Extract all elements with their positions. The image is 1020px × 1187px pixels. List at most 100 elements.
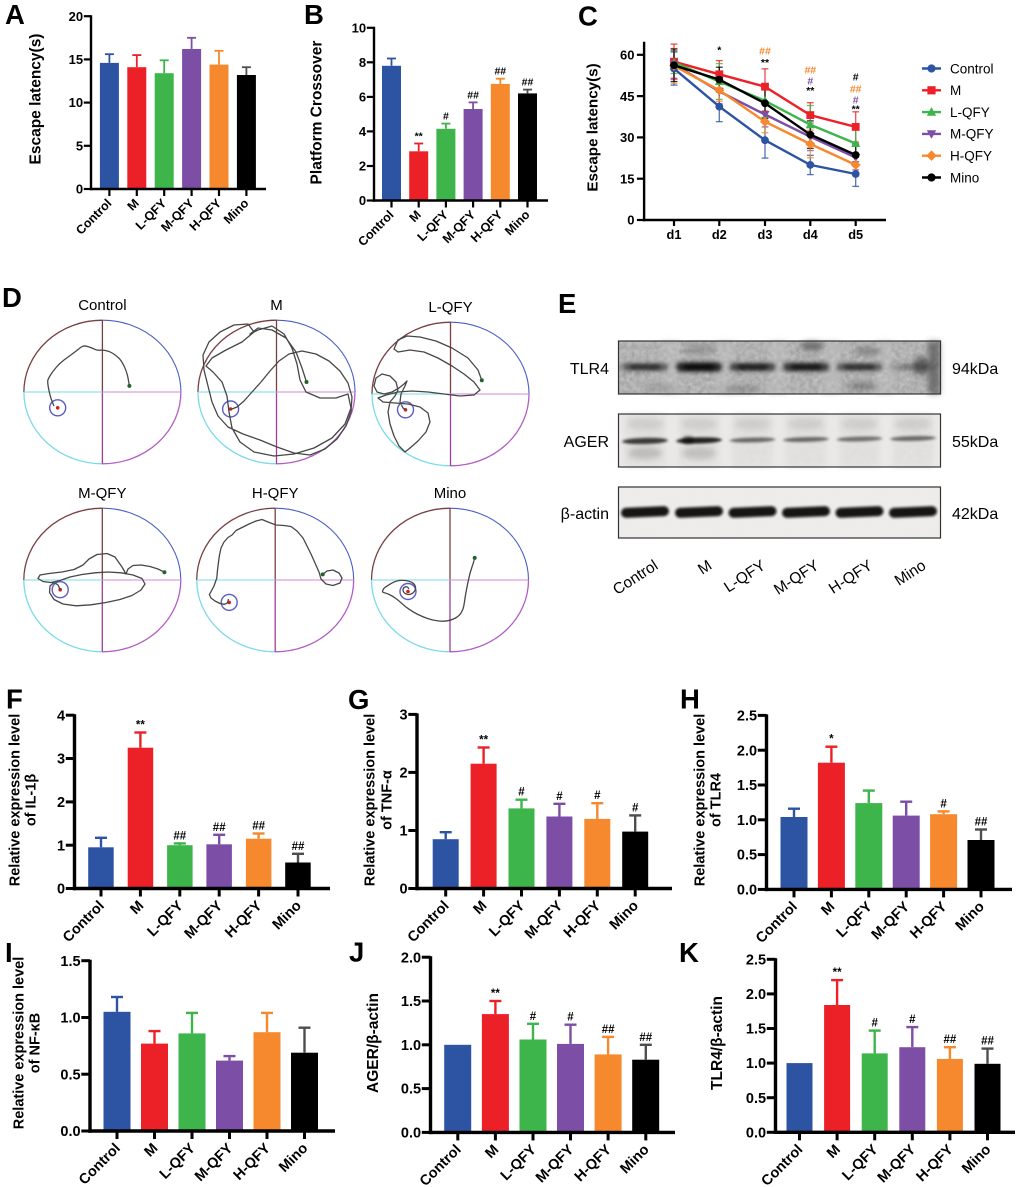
svg-text:of IL-1β: of IL-1β [24,774,40,826]
svg-text:Relative expression level: Relative expression level [363,714,379,887]
svg-text:##: ## [602,1024,615,1036]
svg-text:4: 4 [57,708,65,724]
svg-text:**: ** [136,720,145,732]
svg-text:#: # [530,1011,537,1023]
svg-text:d3: d3 [758,227,773,242]
svg-text:##: ## [804,65,816,77]
svg-text:42kDa: 42kDa [952,506,998,523]
svg-text:0.5: 0.5 [746,1091,766,1107]
svg-text:M-QFY: M-QFY [78,485,126,502]
svg-text:H-QFY: H-QFY [950,149,992,164]
svg-text:Relative expression level: Relative expression level [12,957,28,1130]
svg-text:2: 2 [57,795,65,811]
svg-text:##: ## [213,822,226,834]
svg-text:1.0: 1.0 [746,1056,766,1072]
svg-text:#: # [853,72,859,84]
svg-text:##: ## [467,89,479,101]
svg-text:Control: Control [950,61,994,76]
svg-text:0: 0 [57,882,65,898]
svg-text:2: 2 [359,159,366,174]
svg-text:1.0: 1.0 [401,1038,421,1054]
svg-text:3: 3 [57,752,65,768]
svg-text:0.0: 0.0 [737,883,757,899]
svg-text:##: ## [522,77,534,89]
svg-text:#: # [518,787,525,799]
svg-text:#: # [909,1014,916,1026]
svg-text:1: 1 [57,838,65,854]
svg-text:#: # [853,95,859,107]
svg-text:##: ## [850,84,862,96]
svg-text:#: # [443,111,449,123]
svg-text:H: H [680,684,700,715]
svg-text:15: 15 [620,171,634,186]
svg-text:##: ## [292,841,305,853]
svg-text:0: 0 [76,182,83,197]
svg-text:#: # [871,1018,878,1030]
svg-text:##: ## [494,66,506,78]
svg-text:**: ** [415,131,424,143]
svg-text:d4: d4 [803,227,819,242]
svg-text:*: * [829,734,834,746]
svg-text:0: 0 [400,882,408,898]
svg-text:0.0: 0.0 [746,1125,766,1141]
svg-text:20: 20 [69,9,83,24]
svg-text:#: # [594,790,601,802]
svg-text:TLR4: TLR4 [570,361,609,378]
svg-text:#: # [632,802,639,814]
svg-text:**: ** [806,85,815,97]
svg-text:10: 10 [69,95,83,110]
svg-text:#: # [940,798,947,810]
svg-text:M: M [270,297,283,314]
svg-text:E: E [558,288,576,319]
svg-text:#: # [556,791,563,803]
svg-text:G: G [348,684,369,715]
svg-text:of TLR4: of TLR4 [709,773,725,827]
svg-text:L-QFY: L-QFY [950,105,990,120]
svg-text:TLR4/β-actin: TLR4/β-actin [709,996,726,1090]
svg-text:**: ** [761,57,770,69]
svg-text:2: 2 [400,766,408,782]
svg-text:Escape latency(s): Escape latency(s) [585,63,602,191]
svg-text:##: ## [252,821,265,833]
svg-text:55kDa: 55kDa [952,434,998,451]
svg-text:##: ## [975,817,988,829]
svg-text:D: D [2,282,22,313]
svg-text:60: 60 [620,48,634,63]
svg-text:0.0: 0.0 [60,1124,80,1140]
svg-text:#: # [807,76,813,88]
svg-text:0.5: 0.5 [401,1082,421,1098]
svg-text:Platform Crossover: Platform Crossover [309,41,326,185]
svg-text:d2: d2 [712,227,727,242]
svg-text:F: F [6,684,23,715]
svg-text:0: 0 [627,213,634,228]
svg-text:A: A [5,0,25,30]
svg-text:AGER/β-actin: AGER/β-actin [365,993,382,1093]
svg-text:AGER: AGER [564,434,609,451]
svg-text:2.5: 2.5 [737,709,757,725]
svg-text:Mino: Mino [950,170,979,185]
svg-text:B: B [304,0,324,30]
svg-text:H-QFY: H-QFY [252,485,299,502]
svg-text:94kDa: 94kDa [952,361,998,378]
svg-text:1: 1 [400,824,408,840]
svg-text:d5: d5 [848,227,863,242]
svg-text:2.5: 2.5 [746,952,766,968]
svg-text:Control: Control [78,297,126,314]
svg-text:I: I [5,937,13,968]
svg-text:**: ** [852,104,861,116]
svg-text:##: ## [759,46,771,58]
svg-text:10: 10 [352,20,366,35]
svg-text:C: C [578,1,598,32]
svg-text:of TNF-α: of TNF-α [380,770,396,830]
svg-text:6: 6 [359,90,366,105]
svg-text:30: 30 [620,130,634,145]
svg-text:1.5: 1.5 [746,1022,766,1038]
svg-text:d1: d1 [667,227,682,242]
svg-text:M-QFY: M-QFY [950,127,994,142]
svg-text:*: * [717,45,722,57]
svg-text:#: # [567,1012,574,1024]
svg-text:J: J [349,937,364,968]
svg-text:##: ## [173,830,186,842]
svg-text:0.0: 0.0 [401,1126,421,1142]
svg-text:Mino: Mino [434,485,467,502]
